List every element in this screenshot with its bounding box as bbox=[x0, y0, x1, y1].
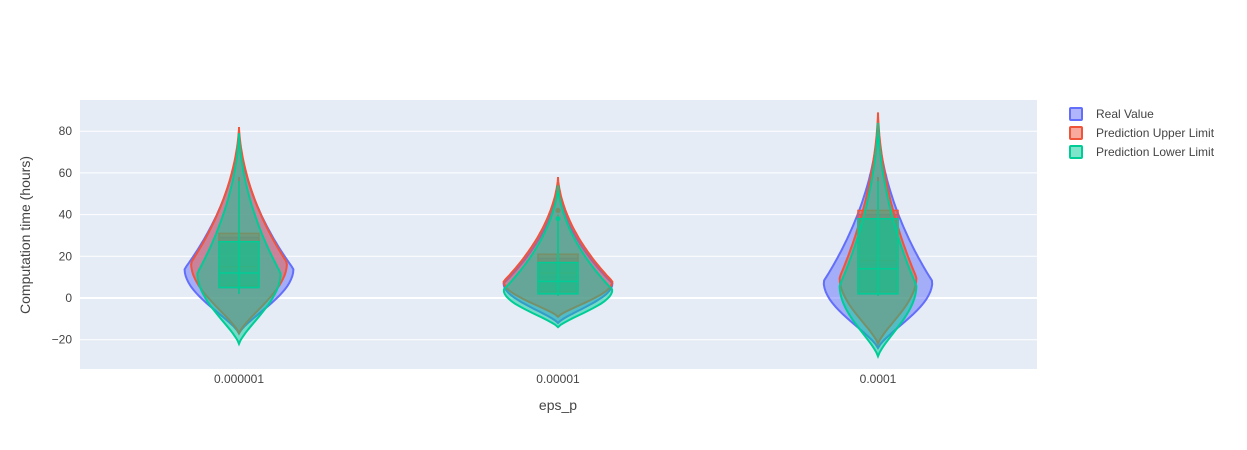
legend-swatch bbox=[1069, 126, 1083, 140]
violin-box bbox=[218, 240, 260, 289]
legend: Real Value Prediction Upper Limit Predicti… bbox=[1069, 107, 1215, 159]
x-tick-label: 0.000001 bbox=[214, 372, 264, 386]
violin-box bbox=[537, 261, 579, 295]
legend-item[interactable]: Prediction Lower Limit bbox=[1069, 145, 1215, 159]
legend-item[interactable]: Prediction Upper Limit bbox=[1069, 126, 1215, 140]
y-tick-label: 60 bbox=[59, 166, 73, 180]
legend-item[interactable]: Real Value bbox=[1069, 107, 1154, 121]
x-tick-label: 0.00001 bbox=[536, 372, 580, 386]
violin-series-3 bbox=[196, 122, 918, 360]
legend-label: Real Value bbox=[1096, 107, 1154, 121]
y-tick-label: 40 bbox=[59, 208, 73, 222]
y-tick-label: 0 bbox=[65, 291, 72, 305]
x-tick-label: 0.0001 bbox=[860, 372, 897, 386]
legend-label: Prediction Lower Limit bbox=[1096, 145, 1215, 159]
violins bbox=[183, 112, 934, 360]
y-axis-title: Computation time (hours) bbox=[17, 156, 33, 314]
x-tick-labels: 0.000001 0.00001 0.0001 bbox=[214, 372, 897, 386]
y-tick-label: 20 bbox=[59, 249, 73, 263]
violin-box bbox=[857, 218, 899, 295]
legend-swatch bbox=[1069, 107, 1083, 121]
y-tick-labels: −20 0 20 40 60 80 bbox=[52, 124, 73, 347]
violin-outlier bbox=[555, 216, 561, 222]
x-axis-title: eps_p bbox=[539, 397, 577, 413]
y-tick-label: 80 bbox=[59, 124, 73, 138]
legend-label: Prediction Upper Limit bbox=[1096, 126, 1215, 140]
legend-swatch bbox=[1069, 145, 1083, 159]
y-tick-label: −20 bbox=[52, 333, 73, 347]
